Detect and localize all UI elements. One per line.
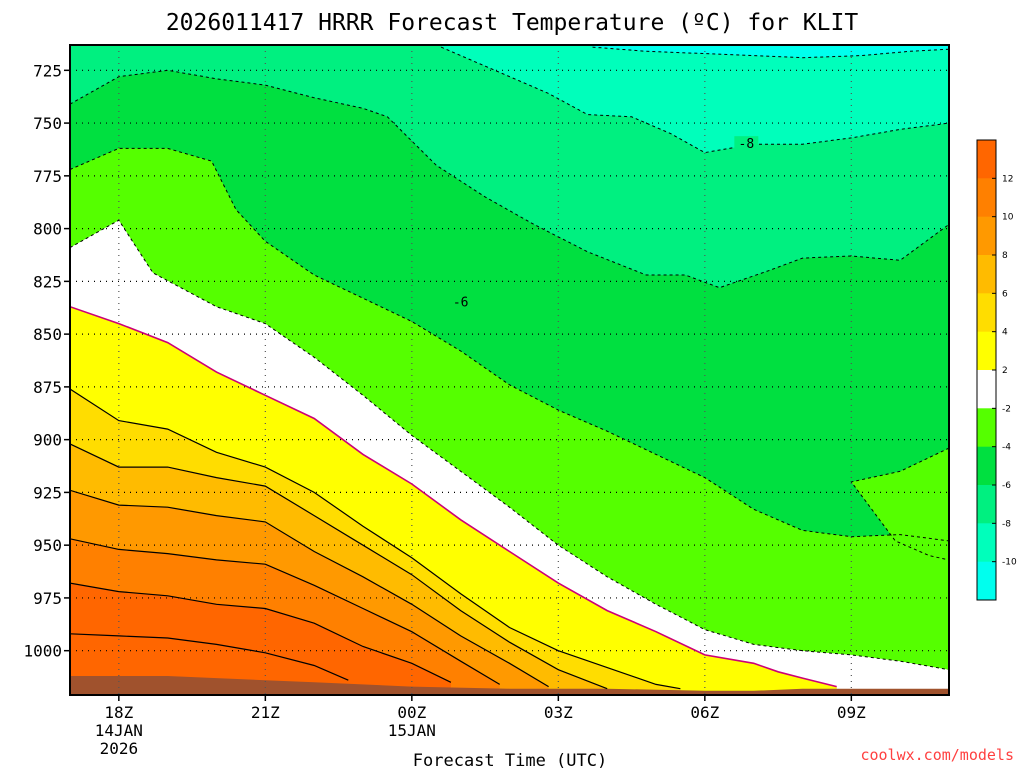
y-tick-label: 750 (33, 114, 62, 133)
contour-label-bg (734, 136, 759, 151)
contour-line (440, 46, 949, 154)
x-tick-year: 2026 (100, 739, 139, 758)
y-tick-label: 1000 (23, 642, 62, 661)
y-tick-label: 825 (33, 272, 62, 291)
x-tick-date: 14JAN (95, 721, 143, 740)
x-tick-label: 00Z (397, 703, 426, 722)
x-tick-label: 09Z (837, 703, 866, 722)
contour-line (70, 69, 949, 289)
y-tick-label: 725 (33, 61, 62, 80)
contour-line (70, 147, 949, 542)
y-tick-label: 775 (33, 167, 62, 186)
colorbar-swatch (977, 331, 996, 371)
colorbar-label: -6 (1002, 481, 1011, 491)
colorbar-swatch (977, 408, 996, 448)
warm-patch (850, 447, 949, 561)
colorbar-swatch (977, 561, 996, 601)
contour-line (70, 443, 608, 690)
ground-surface (70, 676, 949, 695)
colorbar-swatch (977, 178, 996, 218)
plot-frame (69, 44, 950, 696)
colorbar-label: -10 (1002, 558, 1017, 568)
y-axis: 725 750 775 800 825 850 875 900 925 950 975 1000 (23, 61, 70, 661)
y-tick-label: 975 (33, 589, 62, 608)
colorbar-swatch (977, 255, 996, 294)
contour-label: -6 (453, 295, 469, 310)
contour-line (70, 388, 681, 690)
x-tick-date: 15JAN (388, 721, 436, 740)
colorbar: 12 10 8 6 4 2 -2 -4 -6 -8 -10 (976, 139, 1017, 601)
colorbar-swatch (977, 446, 996, 486)
y-tick-label: 800 (33, 220, 62, 239)
contour-line (70, 582, 452, 683)
contour-label: -8 (739, 137, 755, 152)
y-tick-label: 950 (33, 536, 62, 555)
colorbar-label: -4 (1002, 443, 1011, 453)
x-tick-label: 06Z (690, 703, 719, 722)
credit-text: coolwx.com/models (860, 746, 1014, 764)
colorbar-swatch (977, 523, 996, 563)
contour-line (70, 538, 501, 685)
colorbar-label: 4 (1002, 328, 1008, 338)
contour-label-bg (448, 294, 473, 309)
colorbar-swatch (977, 140, 996, 179)
contour-line (70, 633, 349, 681)
x-tick-label: 21Z (251, 703, 280, 722)
colorbar-swatch (977, 370, 996, 409)
y-tick-label: 875 (33, 378, 62, 397)
contour-line (592, 46, 949, 59)
plot-area (70, 45, 949, 695)
x-axis-label: Forecast Time (UTC) (413, 751, 607, 768)
contour-line (70, 489, 549, 688)
contours: -8 -6 (70, 46, 949, 690)
contour-line (70, 219, 949, 671)
chart-title: 2026011417 HRRR Forecast Temperature (ºC… (166, 10, 859, 36)
y-tick-label: 925 (33, 483, 62, 502)
colorbar-label: 10 (1002, 213, 1014, 223)
colorbar-label: 6 (1002, 289, 1008, 299)
colorbar-label: -2 (1002, 404, 1011, 414)
colorbar-swatch (977, 485, 996, 524)
colorbar-label: 12 (1002, 174, 1013, 184)
y-tick-label: 850 (33, 325, 62, 344)
contour-line (70, 305, 837, 688)
colorbar-swatch (977, 293, 996, 333)
y-tick-label: 900 (33, 431, 62, 450)
gridlines (70, 45, 949, 695)
colorbar-label: -8 (1002, 519, 1011, 529)
colorbar-label: 2 (1002, 366, 1008, 376)
colorbar-swatch (977, 216, 996, 256)
x-tick-label: 03Z (544, 703, 573, 722)
x-tick-label: 18Z (104, 703, 133, 722)
colorbar-label: 8 (1002, 251, 1008, 261)
